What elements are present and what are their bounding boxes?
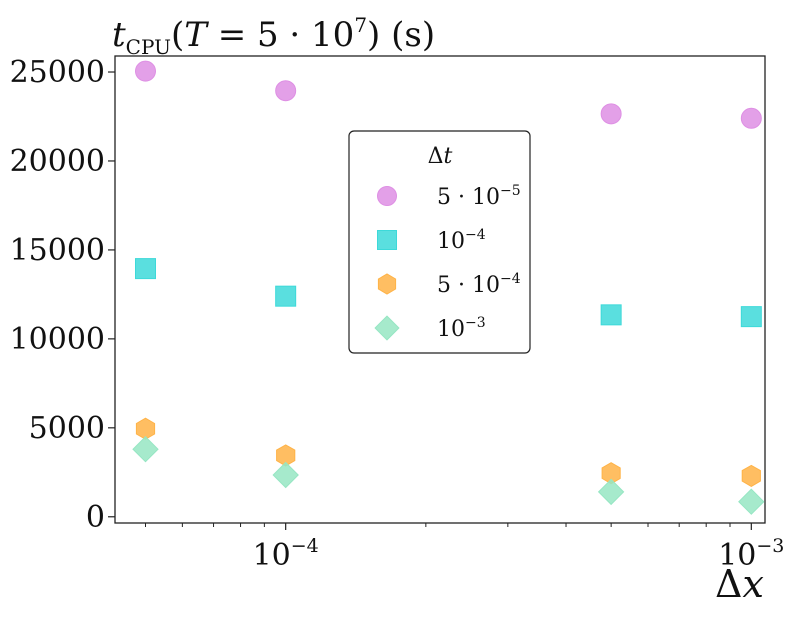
plot-area	[114, 55, 766, 524]
legend-marker	[377, 230, 397, 250]
data-point	[132, 435, 159, 463]
y-tick-label: 25000	[10, 55, 105, 90]
series-3	[132, 435, 765, 515]
legend-marker	[374, 315, 400, 341]
data-point	[600, 103, 622, 125]
legend-title: Δt	[428, 144, 453, 169]
legend: Δt 5 · 10−5 10−4 5 · 10−4 10−3	[348, 130, 531, 354]
data-point	[738, 488, 765, 515]
y-tick-label: 0	[86, 500, 105, 535]
data-point	[275, 285, 297, 307]
legend-item: 10−3	[374, 315, 486, 342]
legend-item: 5 · 10−5	[377, 183, 521, 210]
legend-item: 5 · 10−4	[377, 271, 521, 298]
legend-label: 10−3	[437, 315, 486, 342]
data-point	[272, 461, 299, 489]
data-point	[600, 304, 622, 326]
x-axis: 10−4 10−3	[145, 523, 784, 573]
y-tick-label: 20000	[10, 144, 105, 179]
legend-label: 10−4	[437, 227, 486, 254]
x-axis-label: Δx	[715, 562, 764, 606]
data-point	[275, 80, 297, 102]
data-point	[135, 60, 157, 82]
series-2	[135, 417, 761, 487]
series-0	[135, 60, 762, 129]
legend-marker	[377, 273, 397, 295]
data-point	[597, 478, 625, 506]
data-point	[741, 464, 761, 487]
legend-label: 5 · 10−4	[437, 271, 521, 298]
series-1	[135, 258, 762, 328]
legend-items: 5 · 10−5 10−4 5 · 10−4 10−3	[374, 183, 521, 342]
legend-item: 10−4	[377, 227, 486, 254]
data-point	[740, 107, 762, 129]
y-tick-label: 15000	[10, 233, 105, 268]
legend-box	[348, 130, 531, 354]
data-point	[135, 258, 157, 280]
y-axis: 0 5000 10000 15000 20000 25000	[10, 55, 115, 535]
data-series	[132, 60, 765, 515]
y-tick-label: 5000	[29, 411, 105, 446]
y-tick-label: 10000	[10, 322, 105, 357]
data-point	[740, 306, 762, 328]
legend-label: 5 · 10−5	[437, 183, 521, 210]
legend-marker	[377, 186, 397, 206]
x-tick-label: 10−4	[253, 535, 319, 573]
chart-title: tCPU(T = 5 · 107) (s)	[112, 13, 435, 59]
x-tick-label: 10−3	[718, 535, 784, 573]
